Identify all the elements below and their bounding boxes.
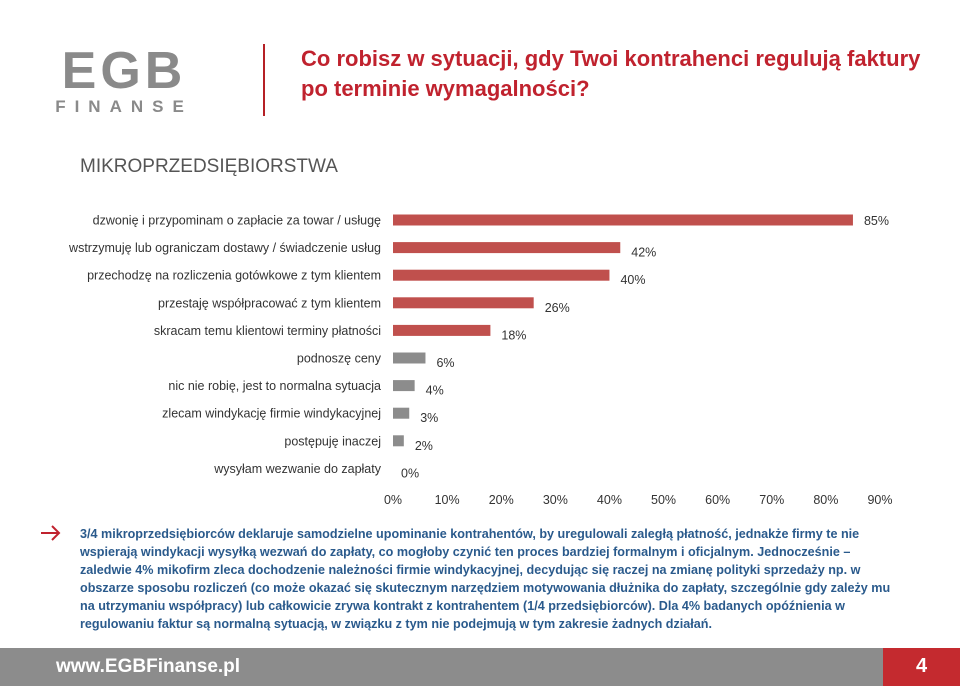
section-title: MIKROPRZEDSIĘBIORSTWA: [80, 156, 338, 177]
value-label: 6%: [436, 356, 454, 370]
bar: [393, 214, 853, 226]
value-label: 42%: [631, 246, 656, 260]
category-labels: dzwonię i przypominam o zapłacie za towa…: [68, 214, 382, 476]
egb-logo: EGB FINANSE: [55, 42, 193, 116]
value-label: 40%: [620, 273, 645, 287]
value-label: 26%: [545, 301, 570, 315]
x-tick-label: 20%: [489, 493, 514, 507]
footer-bar: [0, 648, 960, 686]
value-label: 0%: [401, 466, 419, 480]
bar-chart: dzwonię i przypominam o zapłacie za towa…: [68, 214, 893, 508]
category-label: wstrzymuję lub ograniczam dostawy / świa…: [68, 241, 381, 255]
bar: [393, 297, 534, 309]
value-labels: 85% 42% 40% 26% 18% 6% 4% 3% 2% 0%: [401, 214, 889, 480]
value-label: 2%: [415, 439, 433, 453]
value-label: 3%: [420, 411, 438, 425]
logo-text: EGB: [62, 42, 187, 100]
x-tick-label: 0%: [384, 493, 402, 507]
category-label: zlecam windykację firmie windykacyjnej: [162, 407, 381, 421]
category-label: dzwonię i przypominam o zapłacie za towa…: [93, 214, 381, 228]
category-label: podnoszę ceny: [297, 352, 382, 366]
x-tick-label: 80%: [813, 493, 838, 507]
x-tick-label: 30%: [543, 493, 568, 507]
x-tick-label: 90%: [867, 493, 892, 507]
bar: [393, 352, 426, 364]
logo-subtext: FINANSE: [55, 97, 193, 116]
slide-title: Co robisz w sytuacji, gdy Twoi kontrahen…: [301, 46, 921, 101]
x-tick-label: 10%: [435, 493, 460, 507]
value-label: 4%: [426, 384, 444, 398]
x-tick-label: 60%: [705, 493, 730, 507]
category-label: postępuję inaczej: [284, 434, 381, 448]
category-label: przechodzę na rozliczenia gotówkowe z ty…: [87, 269, 381, 283]
bar: [393, 435, 404, 447]
x-tick-label: 40%: [597, 493, 622, 507]
bar: [393, 380, 415, 392]
bar: [393, 324, 491, 336]
category-label: przestaję współpracować z tym klientem: [158, 296, 381, 310]
x-tick-label: 50%: [651, 493, 676, 507]
bar: [393, 242, 621, 254]
x-tick-label: 70%: [759, 493, 784, 507]
bar: [393, 407, 410, 419]
page-number-box: [883, 648, 960, 686]
category-label: nic nie robię, jest to normalna sytuacja: [168, 379, 381, 393]
bar: [393, 269, 610, 281]
value-label: 85%: [864, 214, 889, 228]
header-divider: [263, 44, 265, 116]
arrow-icon: [41, 525, 61, 541]
bars: [393, 214, 853, 447]
summary-text: 3/4 mikroprzedsiębiorców deklaruje samod…: [80, 527, 891, 631]
page-number: 4: [915, 655, 928, 677]
value-label: 18%: [501, 328, 526, 342]
category-label: wysyłam wezwanie do zapłaty: [213, 462, 381, 476]
category-label: skracam temu klientowi terminy płatności: [154, 324, 381, 338]
x-axis-ticks: 0% 10% 20% 30% 40% 50% 60% 70% 80% 90%: [384, 493, 893, 507]
footer-website-link[interactable]: www.EGBFinanse.pl: [56, 656, 241, 677]
